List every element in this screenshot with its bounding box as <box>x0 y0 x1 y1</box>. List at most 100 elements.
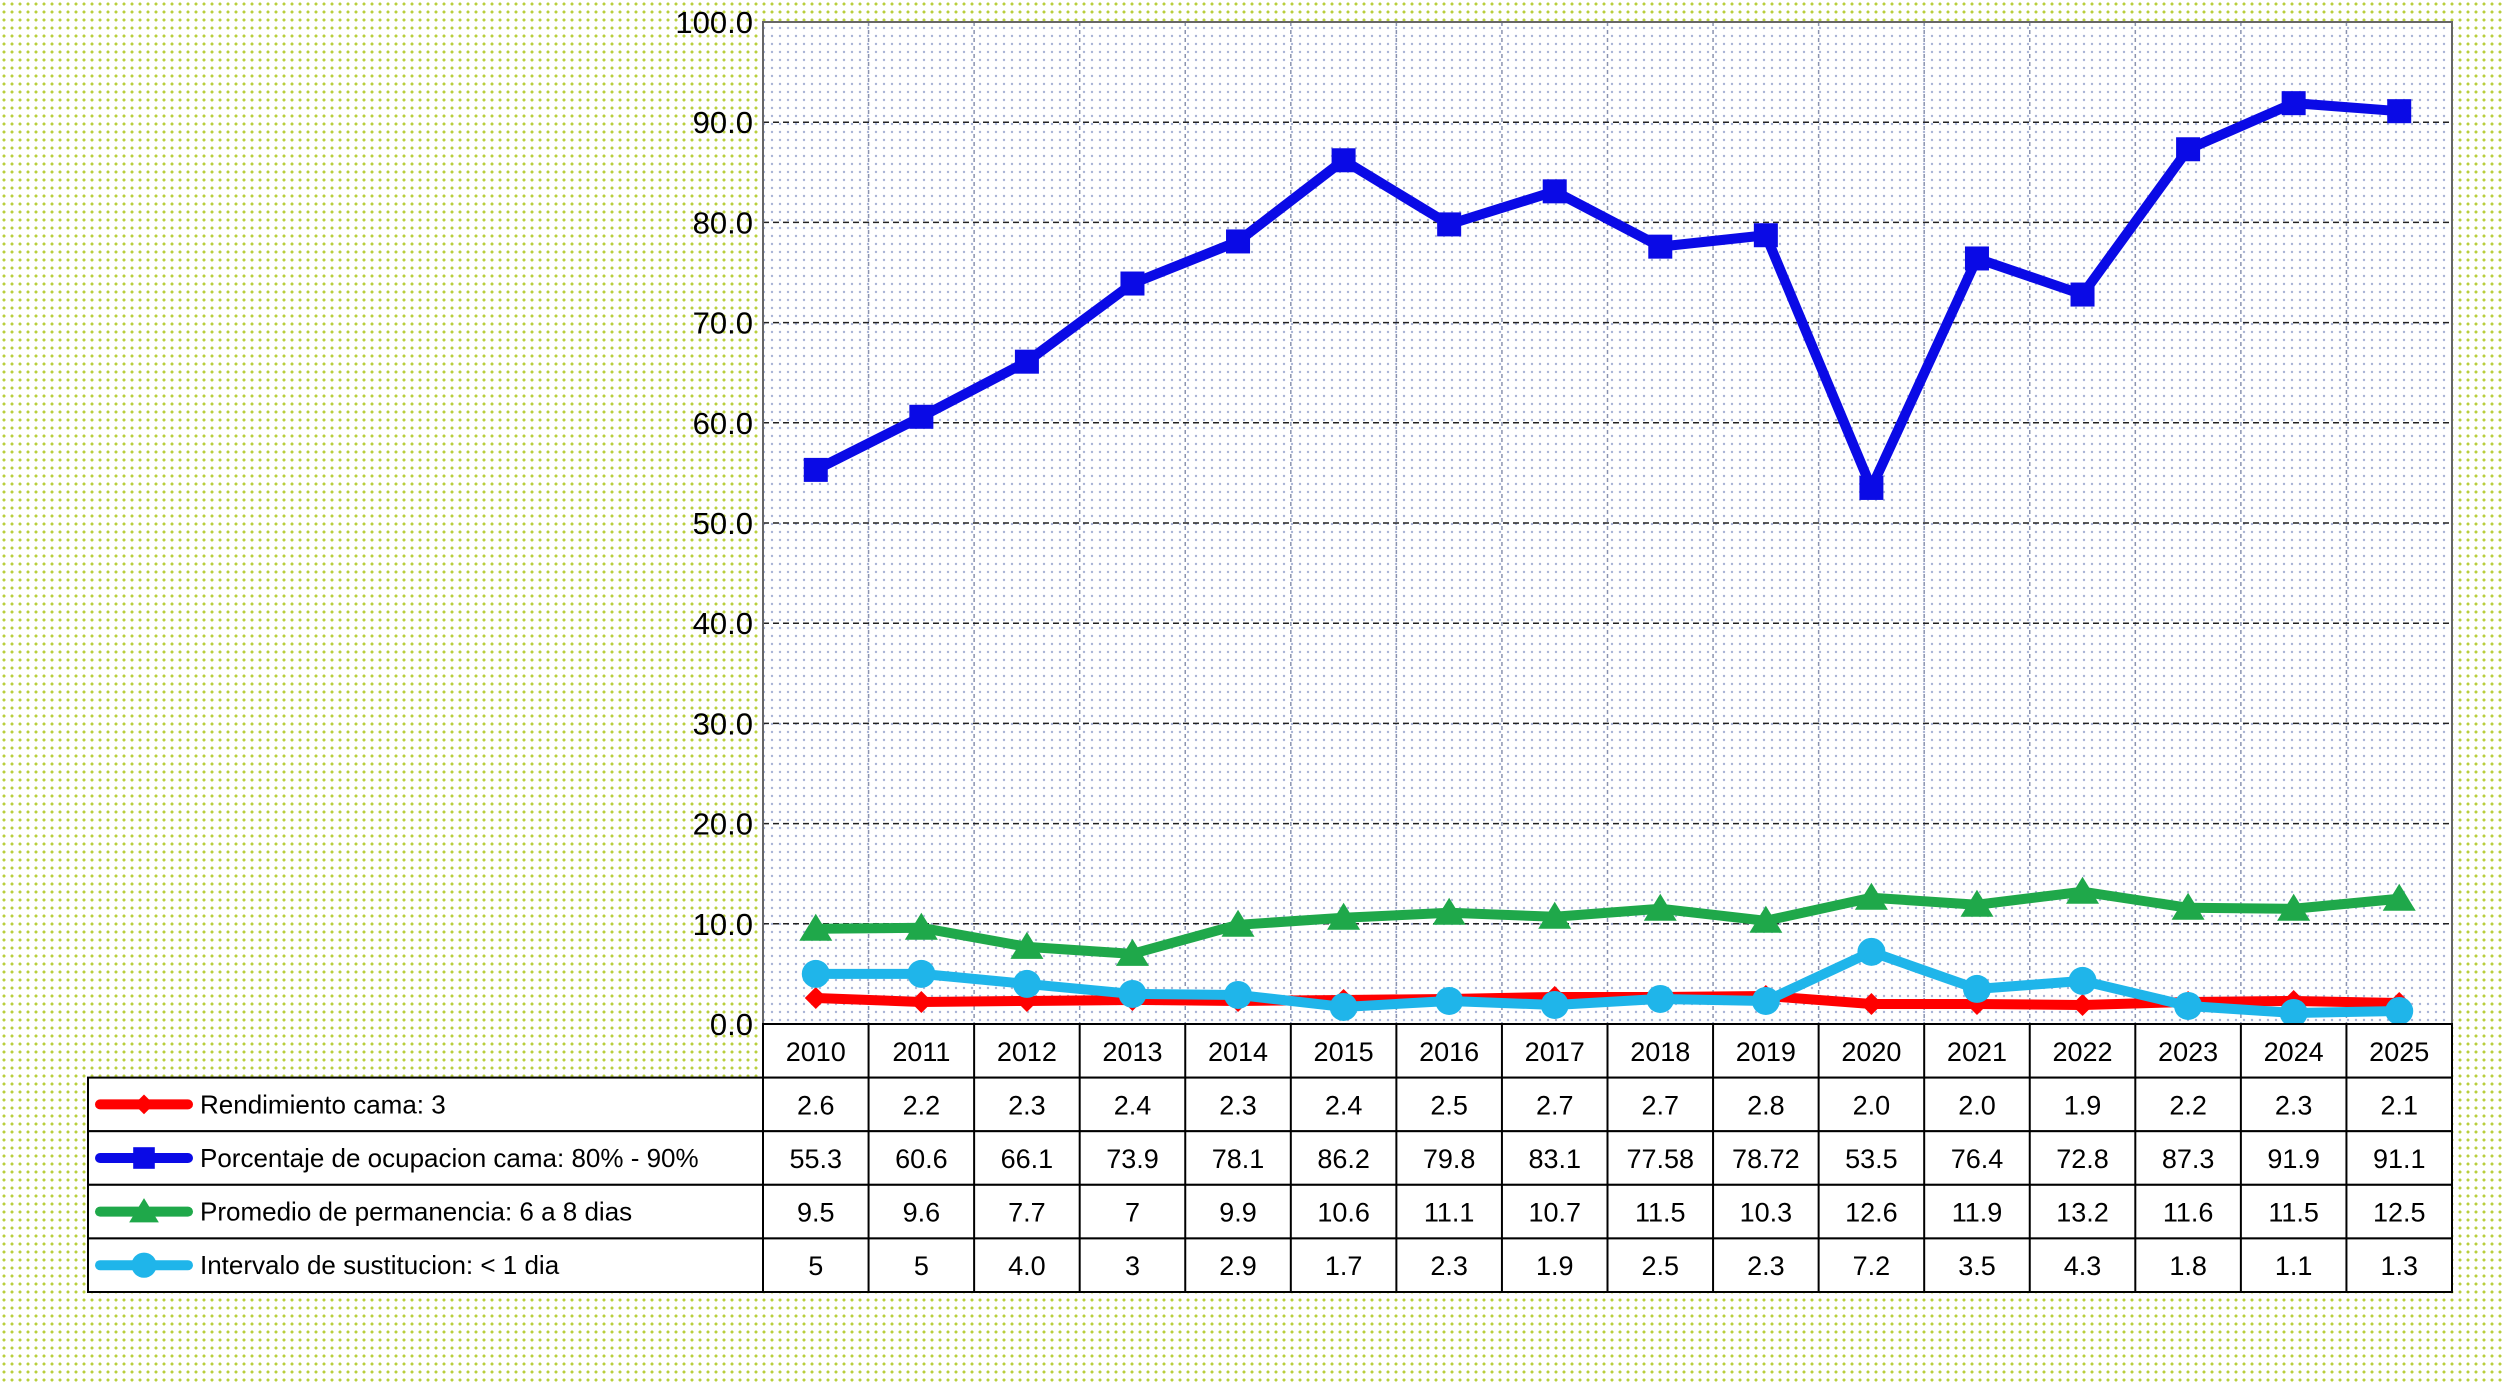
table-cell-value: 2.7 <box>1536 1090 1574 1120</box>
table-cell-value: 12.6 <box>1845 1198 1898 1228</box>
data-point-marker <box>1435 986 1464 1015</box>
table-cell-value: 2.4 <box>1114 1090 1152 1120</box>
x-category-label: 2012 <box>997 1037 1057 1067</box>
y-tick-label: 70.0 <box>693 306 753 341</box>
y-tick-label: 90.0 <box>693 105 753 140</box>
data-point-marker <box>134 1094 154 1115</box>
y-tick-label: 30.0 <box>693 706 753 741</box>
table-cell-value: 2.1 <box>2380 1090 2418 1120</box>
table-cell-value: 1.9 <box>1536 1251 1574 1281</box>
table-cell-value: 2.4 <box>1325 1090 1363 1120</box>
y-axis: 0.0 10.0 20.0 30.0 40.0 50.0 60.0 70.0 80.0 90.0 1… <box>675 5 753 1042</box>
table-cell-value: 3.5 <box>1958 1251 1996 1281</box>
x-category-label: 2021 <box>1947 1037 2007 1067</box>
table-cell-value: 4.3 <box>2064 1251 2102 1281</box>
x-category-label: 2016 <box>1419 1037 1479 1067</box>
table-cell-value: 78.1 <box>1212 1144 1265 1174</box>
table-cell-value: 73.9 <box>1106 1144 1159 1174</box>
table-cell-value: 11.6 <box>2163 1198 2214 1228</box>
x-category-label: 2022 <box>2052 1037 2112 1067</box>
table-cell-value: 13.2 <box>2056 1198 2109 1228</box>
data-point-marker <box>803 457 828 482</box>
y-tick-label: 60.0 <box>693 406 753 441</box>
table-cell-value: 2.9 <box>1219 1251 1257 1281</box>
y-tick-label: 40.0 <box>693 606 753 641</box>
y-tick-label: 50.0 <box>693 506 753 541</box>
table-cell-value: 76.4 <box>1951 1144 2004 1174</box>
gridlines <box>762 21 2453 1025</box>
series-line <box>810 990 2405 1010</box>
table-cell-value: 1.9 <box>2064 1090 2102 1120</box>
table-cell-value: 87.3 <box>2162 1144 2215 1174</box>
table-cell-value: 2.3 <box>1219 1090 1257 1120</box>
series-layer <box>799 91 2416 1027</box>
data-point-marker <box>1962 974 1991 1003</box>
x-category-label: 2015 <box>1314 1037 1374 1067</box>
table-cell-value: 3 <box>1125 1251 1140 1281</box>
x-category-label: 2024 <box>2264 1037 2324 1067</box>
data-point-marker <box>910 990 933 1013</box>
x-category-label: 2011 <box>892 1037 950 1067</box>
data-point-marker <box>1542 179 1567 204</box>
data-point-marker <box>2070 282 2095 307</box>
data-point-marker <box>2066 876 2100 904</box>
data-point-marker <box>2281 91 2306 116</box>
table-cell-value: 10.6 <box>1317 1198 1370 1228</box>
data-point-marker <box>1118 979 1147 1008</box>
series-line <box>810 98 2405 493</box>
x-category-label: 2010 <box>786 1037 846 1067</box>
table-cell-value: 66.1 <box>1001 1144 1054 1174</box>
data-point-marker <box>799 913 833 941</box>
table-cell-value: 9.6 <box>903 1198 941 1228</box>
table-cell-value: 2.3 <box>2275 1090 2313 1120</box>
data-point-marker <box>1648 234 1673 259</box>
data-point-marker <box>1014 349 1039 374</box>
data-point-marker <box>1331 148 1356 173</box>
series-2 <box>799 876 2416 966</box>
data-point-marker <box>131 1252 157 1278</box>
table-cell-value: 4.0 <box>1008 1251 1046 1281</box>
data-point-marker <box>1120 271 1145 296</box>
data-point-marker <box>1749 905 1783 933</box>
data-point-marker <box>2382 883 2416 911</box>
data-point-marker <box>133 1147 155 1169</box>
data-point-marker <box>1859 475 1884 500</box>
table-cell-value: 72.8 <box>2056 1144 2109 1174</box>
data-point-marker <box>1329 992 1358 1021</box>
table-cell-value: 2.0 <box>1958 1090 1996 1120</box>
data-point-marker <box>1432 897 1466 925</box>
table-cell-value: 5 <box>808 1251 823 1281</box>
data-point-marker <box>1226 229 1251 254</box>
series-3 <box>801 937 2414 1027</box>
table-cell-value: 2.0 <box>1853 1090 1891 1120</box>
x-category-label: 2017 <box>1525 1037 1585 1067</box>
table-cell-value: 79.8 <box>1423 1144 1476 1174</box>
table-cell-value: 2.2 <box>903 1090 941 1120</box>
x-category-label: 2025 <box>2369 1037 2429 1067</box>
table-cell-value: 1.7 <box>1325 1251 1363 1281</box>
data-point-marker <box>1646 984 1675 1013</box>
table-cell-value: 86.2 <box>1317 1144 1370 1174</box>
table-cell-value: 11.5 <box>2268 1198 2319 1228</box>
legend-label: Intervalo de sustitucion: < 1 dia <box>200 1250 560 1280</box>
table-cell-value: 10.7 <box>1528 1198 1581 1228</box>
x-category-label: 2013 <box>1102 1037 1162 1067</box>
y-tick-label: 10.0 <box>693 907 753 942</box>
data-point-marker <box>1964 246 1989 271</box>
table-cell-value: 2.3 <box>1008 1090 1046 1120</box>
legend-label: Promedio de permanencia: 6 a 8 dias <box>200 1197 632 1227</box>
table-cell-value: 2.3 <box>1430 1251 1468 1281</box>
table-cell-value: 11.1 <box>1424 1198 1475 1228</box>
data-point-marker <box>129 1198 159 1223</box>
data-point-marker <box>1860 992 1883 1015</box>
data-point-marker <box>1540 990 1569 1019</box>
x-category-label: 2014 <box>1208 1037 1268 1067</box>
y-tick-label: 20.0 <box>693 807 753 842</box>
data-point-marker <box>1012 969 1041 998</box>
table-cell-value: 2.6 <box>797 1090 835 1120</box>
table-cell-value: 60.6 <box>895 1144 948 1174</box>
data-point-marker <box>1224 980 1253 1009</box>
data-point-marker <box>1327 902 1361 930</box>
data-point-marker <box>904 912 938 940</box>
